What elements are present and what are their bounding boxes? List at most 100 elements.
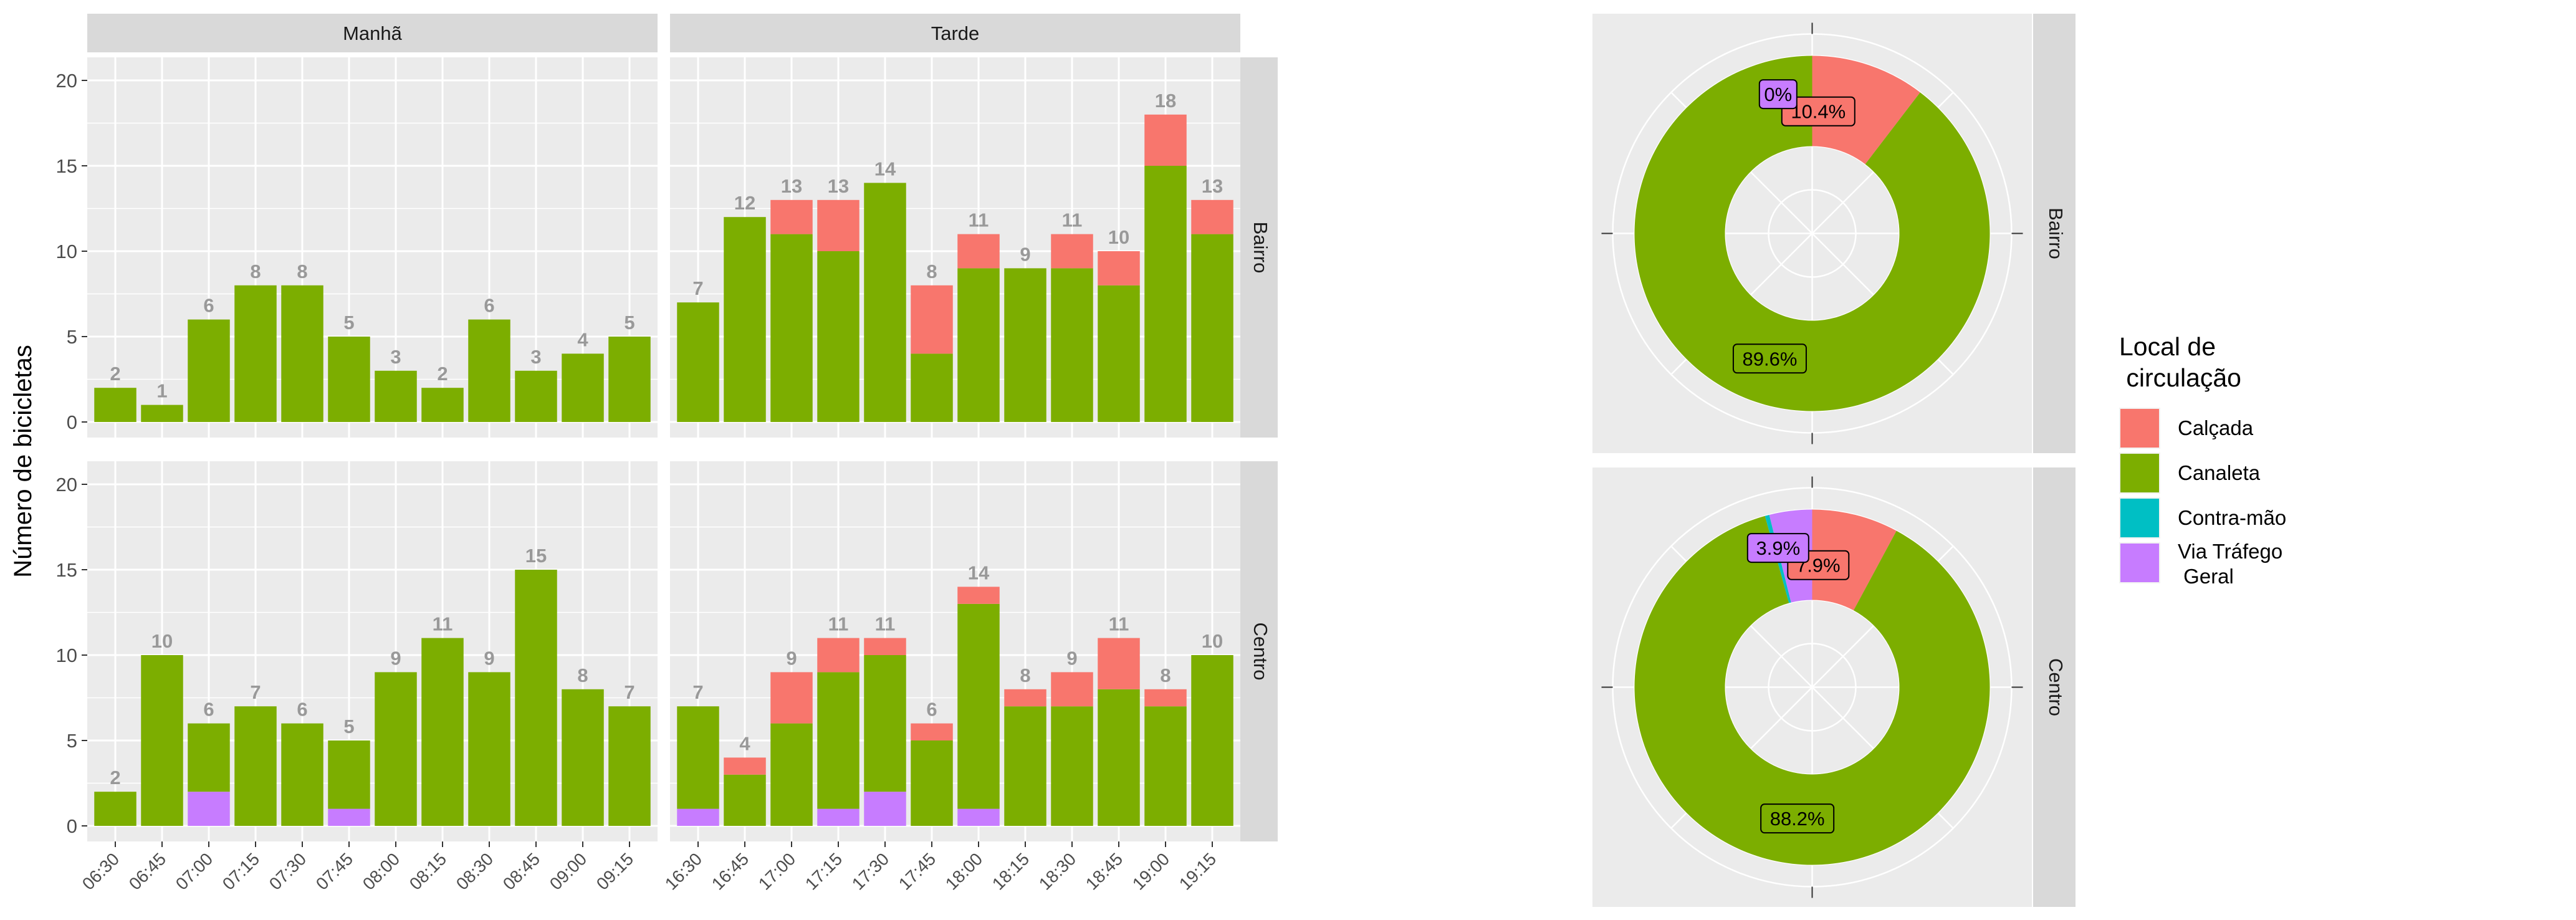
donut-label-calcada: 10.4% [1791,101,1846,123]
y-tick-label: 20 [56,474,77,496]
donut-label-via-trafego-geral: 3.9% [1756,537,1800,559]
bar-total-label: 11 [433,613,453,635]
donut-label-box-via-trafego-geral [1746,533,1809,563]
bar-segment-canaleta [188,319,230,422]
bar-panel-tarde-centro: 716:30416:45917:001117:151117:30617:4514… [661,461,1240,894]
bar-segment-canaleta [724,217,766,422]
bar-total-label: 1 [156,380,167,402]
bar-total-label: 11 [969,209,989,231]
bar-total-label: 6 [297,699,307,721]
y-tick-label: 0 [67,411,77,433]
bar-segment-calcada [911,723,953,740]
facet-strip-label-tarde: Tarde [931,22,980,44]
bar-total-label: 8 [1160,664,1171,686]
bar-total-label: 5 [343,312,354,333]
bar-segment-canaleta [94,388,136,422]
bar-segment-canaleta [817,251,859,422]
bar-total-label: 3 [530,346,541,368]
bar-segment-canaleta [328,337,370,422]
bar-segment-calcada [817,199,859,251]
y-tick-label: 10 [56,241,77,262]
bar-segment-canaleta [375,672,417,826]
bar-total-label: 10 [1108,226,1129,248]
bar-segment-canaleta [1004,268,1046,422]
bar-total-label: 10 [151,630,173,652]
bar-segment-canaleta [468,672,510,826]
bar-total-label: 8 [250,261,261,282]
bar-segment-canaleta [562,689,604,826]
bar-segment-calcada [1051,672,1093,707]
bar-panel-tarde-bairro: 7 12 13 13 14 8 11 9 11 10 18 13 [670,57,1240,438]
bar-segment-via-trafego-geral [957,808,1000,826]
bar-total-label: 4 [739,732,750,754]
legend-label-canaleta: Canaleta [2178,461,2261,484]
bar-total-label: 12 [734,192,755,214]
bar-segment-canaleta [1004,706,1046,826]
bar-total-label: 7 [624,681,634,703]
y-tick-label: 20 [56,70,77,92]
bar-segment-canaleta [468,319,510,422]
bar-segment-canaleta [1098,285,1140,422]
bar-total-label: 10 [1202,630,1223,652]
bar-segment-canaleta [911,740,953,826]
bar-segment-canaleta [1098,689,1140,826]
bar-segment-canaleta [141,405,183,422]
bar-total-label: 18 [1155,90,1176,112]
bar-total-label: 15 [525,545,547,567]
bar-total-label: 11 [875,613,896,635]
bar-segment-canaleta [911,353,953,422]
facet-strip-label-manha: Manhã [343,22,403,44]
bar-total-label: 2 [437,363,448,385]
bar-segment-canaleta [864,655,906,792]
bar-segment-canaleta [188,723,230,792]
bar-segment-calcada [957,234,1000,269]
bar-total-label: 13 [781,175,802,197]
bar-segment-canaleta [281,285,323,422]
bar-segment-canaleta [1191,655,1233,826]
bar-segment-canaleta [234,706,277,826]
bar-segment-canaleta [375,370,417,422]
legend-label-contra-mao: Contra-mão [2178,506,2286,529]
bar-segment-calcada [1191,199,1233,234]
bar-segment-canaleta [864,183,906,422]
bar-segment-canaleta [1144,706,1187,826]
bar-segment-calcada [770,199,813,234]
donut-label-box-canaleta [1760,803,1835,834]
donut-slice-canaleta [1634,55,1990,411]
bar-segment-canaleta [515,370,557,422]
bar-segment-calcada [911,285,953,354]
bar-total-label: 9 [484,647,494,669]
donut-panel-bairro: Bairro 10.4% 89.6% 0% [1592,14,2076,453]
bar-segment-calcada [1144,114,1187,166]
bar-segment-calcada [817,638,859,673]
bar-total-label: 5 [624,312,634,333]
bar-total-label: 11 [1062,209,1083,231]
legend-key-via-trafego-geral [2120,544,2159,582]
facet-strip-label-centro: Centro [1250,622,1271,680]
bar-total-label: 5 [343,716,354,737]
bar-total-label: 9 [1066,647,1077,669]
y-tick-label: 15 [56,155,77,177]
bar-total-label: 9 [390,647,401,669]
bar-total-label: 11 [1109,613,1129,635]
bar-segment-canaleta [421,638,464,826]
donut-label-via-trafego-geral: 0% [1764,84,1792,105]
bar-segment-canaleta [608,706,651,826]
bar-total-label: 14 [968,562,990,583]
bar-segment-canaleta [957,603,1000,809]
bar-total-label: 3 [390,346,401,368]
bar-segment-canaleta [677,706,719,809]
y-tick-label: 0 [67,815,77,837]
bar-segment-canaleta [724,774,766,826]
bar-segment-canaleta [328,740,370,809]
donut-label-canaleta: 89.6% [1743,348,1798,370]
y-tick-label: 10 [56,644,77,666]
bar-segment-canaleta [1191,234,1233,422]
bar-total-label: 6 [926,699,937,721]
bar-segment-via-trafego-geral [328,808,370,826]
y-tick-label: 5 [67,730,77,752]
bar-segment-canaleta [1144,166,1187,422]
bar-segment-via-trafego-geral [188,792,230,826]
